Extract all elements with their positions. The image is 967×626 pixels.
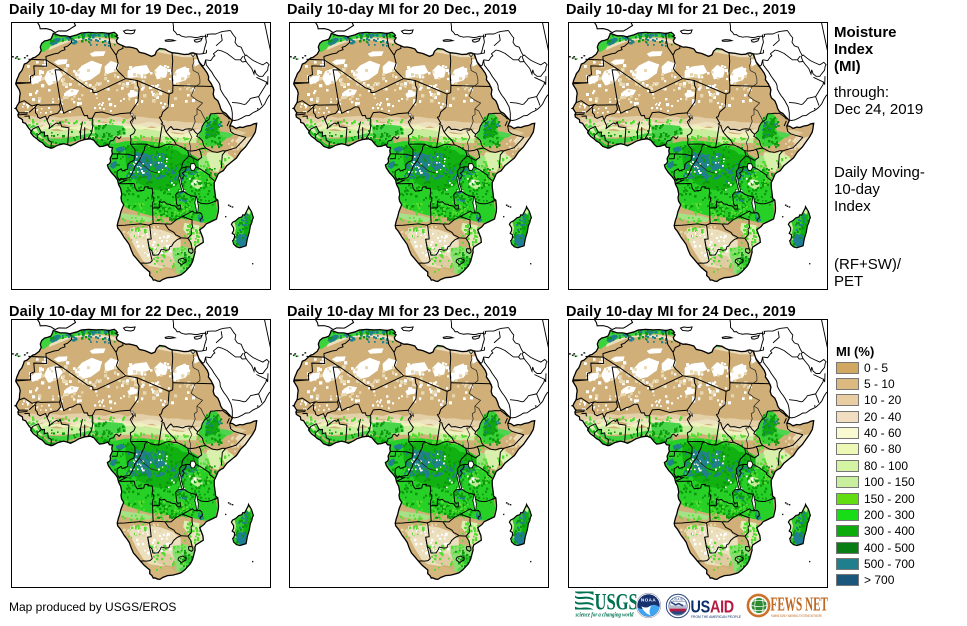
- svg-text:USGS: USGS: [595, 590, 638, 615]
- svg-text:science for a changing world: science for a changing world: [575, 612, 634, 619]
- svg-text:NOAA: NOAA: [641, 598, 656, 603]
- svg-text:USAID: USAID: [691, 598, 734, 617]
- svg-text:FEWS NET: FEWS NET: [771, 593, 829, 615]
- svg-text:FAMINE EARLY WARNING SYSTEMS N: FAMINE EARLY WARNING SYSTEMS NETWORK: [771, 614, 823, 618]
- svg-text:USAID: USAID: [672, 598, 684, 602]
- svg-text:FROM THE AMERICAN PEOPLE: FROM THE AMERICAN PEOPLE: [691, 615, 742, 619]
